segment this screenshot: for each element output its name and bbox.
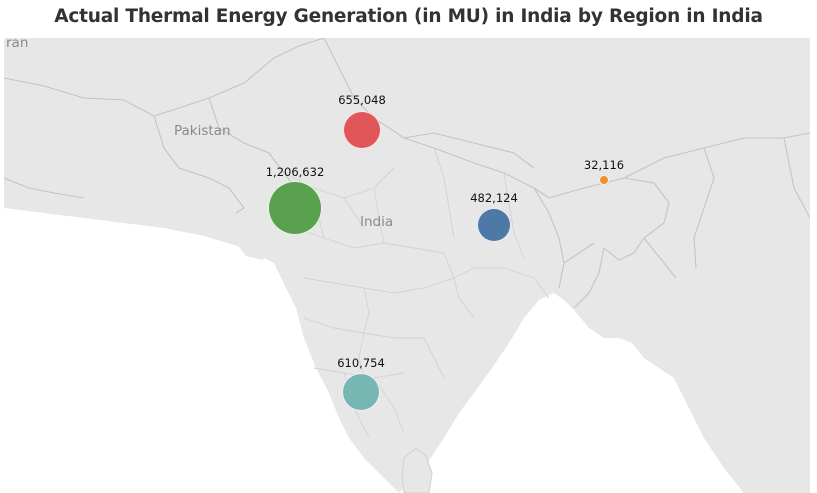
sri-lanka (401, 447, 433, 493)
bubble-region-north[interactable] (343, 111, 381, 149)
value-label-northeast: 32,116 (583, 158, 625, 172)
place-label-pakistan: Pakistan (174, 123, 231, 139)
myanmar (644, 268, 810, 493)
chart-title: Actual Thermal Energy Generation (in MU)… (54, 6, 763, 27)
value-label-north: 655,048 (338, 93, 386, 107)
bay-of-bengal (399, 293, 744, 493)
map-area[interactable]: ran Pakistan India 655,048 1,206,632 482… (4, 38, 810, 493)
value-label-south: 610,754 (337, 356, 385, 370)
bubble-region-northeast[interactable] (599, 175, 609, 185)
map-basemap (4, 38, 810, 493)
bubble-region-east[interactable] (477, 208, 511, 242)
place-label-india: India (360, 214, 394, 230)
bubble-region-south[interactable] (342, 373, 380, 411)
gujarat-coast (232, 210, 276, 260)
value-label-west: 1,206,632 (265, 165, 325, 179)
place-label-iran: ran (6, 38, 29, 51)
country-borders (4, 38, 810, 309)
arabian-sea (4, 208, 399, 493)
bubble-region-west[interactable] (268, 181, 322, 235)
value-label-east: 482,124 (470, 191, 518, 205)
